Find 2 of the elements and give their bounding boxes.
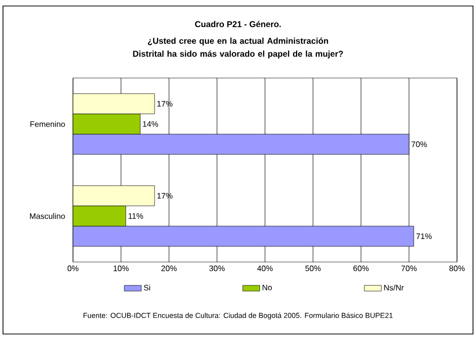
chart-title: Cuadro P21 - Género. xyxy=(195,20,281,28)
chart-subtitle: ¿Usted cree que en la actual Administración Distrital ha sido más valorado el papel de la mujer? xyxy=(133,38,343,58)
